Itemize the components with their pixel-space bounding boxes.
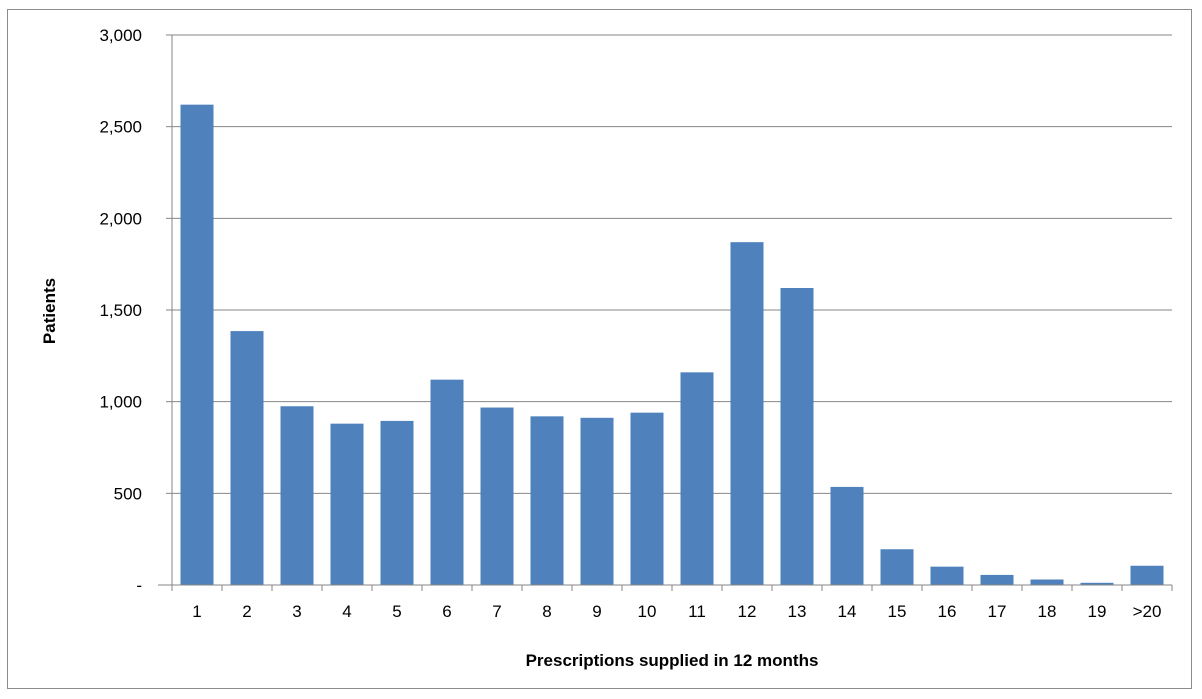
bar	[380, 420, 414, 585]
y-tick-labels: - 500 1,000 1,500 2,000 2,500 3,000	[99, 26, 142, 595]
x-tick-label: 18	[1038, 602, 1057, 621]
bar	[880, 549, 914, 585]
bar	[530, 416, 564, 585]
x-tick-label: 1	[192, 602, 201, 621]
bar	[930, 566, 964, 585]
x-tick-label: 4	[342, 602, 351, 621]
x-tick-label: 12	[738, 602, 757, 621]
x-tick-label: 6	[442, 602, 451, 621]
bar	[330, 423, 364, 585]
axes	[158, 34, 1173, 591]
y-tick-label: 3,000	[99, 26, 142, 45]
bar	[180, 104, 214, 586]
bar	[280, 406, 314, 585]
x-axis-title: Prescriptions supplied in 12 months	[526, 651, 819, 670]
x-tick-label: 9	[592, 602, 601, 621]
y-tick-label: 2,500	[99, 118, 142, 137]
x-tick-label: 7	[492, 602, 501, 621]
bar	[430, 379, 464, 585]
bar	[1030, 579, 1064, 585]
y-axis-title: Patients	[40, 278, 59, 344]
x-tick-label: 10	[638, 602, 657, 621]
bar	[480, 407, 514, 585]
x-tick-labels: 1 2 3 4 5 6 7 8 9 10 11 12 13 14 15 16 17 18 19 >20	[192, 602, 1161, 621]
bar	[580, 417, 614, 585]
bar	[780, 288, 814, 585]
bars	[180, 104, 1164, 586]
x-tick-label: 15	[888, 602, 907, 621]
bar	[230, 331, 264, 585]
y-tick-label: 1,500	[99, 301, 142, 320]
x-tick-label: 2	[242, 602, 251, 621]
bar	[980, 574, 1014, 585]
x-tick-label: 16	[938, 602, 957, 621]
x-tick-label: 3	[292, 602, 301, 621]
gridlines	[172, 34, 1172, 494]
x-tick-label: 11	[688, 602, 706, 621]
x-tick-label: 19	[1088, 602, 1107, 621]
x-tick-label: 8	[542, 602, 551, 621]
y-tick-label: 500	[114, 484, 142, 503]
bar	[830, 486, 864, 585]
x-tick-label: >20	[1133, 602, 1162, 621]
y-tick-label: -	[136, 576, 142, 595]
x-tick-label: 13	[788, 602, 807, 621]
y-tick-label: 2,000	[99, 209, 142, 228]
bar	[630, 412, 664, 585]
x-tick-label: 14	[838, 602, 857, 621]
bar	[1130, 565, 1164, 585]
bar	[1080, 582, 1114, 585]
x-tick-label: 5	[392, 602, 401, 621]
y-tick-label: 1,000	[99, 393, 142, 412]
x-tick-label: 17	[988, 602, 1007, 621]
bar	[680, 372, 714, 585]
bar	[730, 242, 764, 585]
